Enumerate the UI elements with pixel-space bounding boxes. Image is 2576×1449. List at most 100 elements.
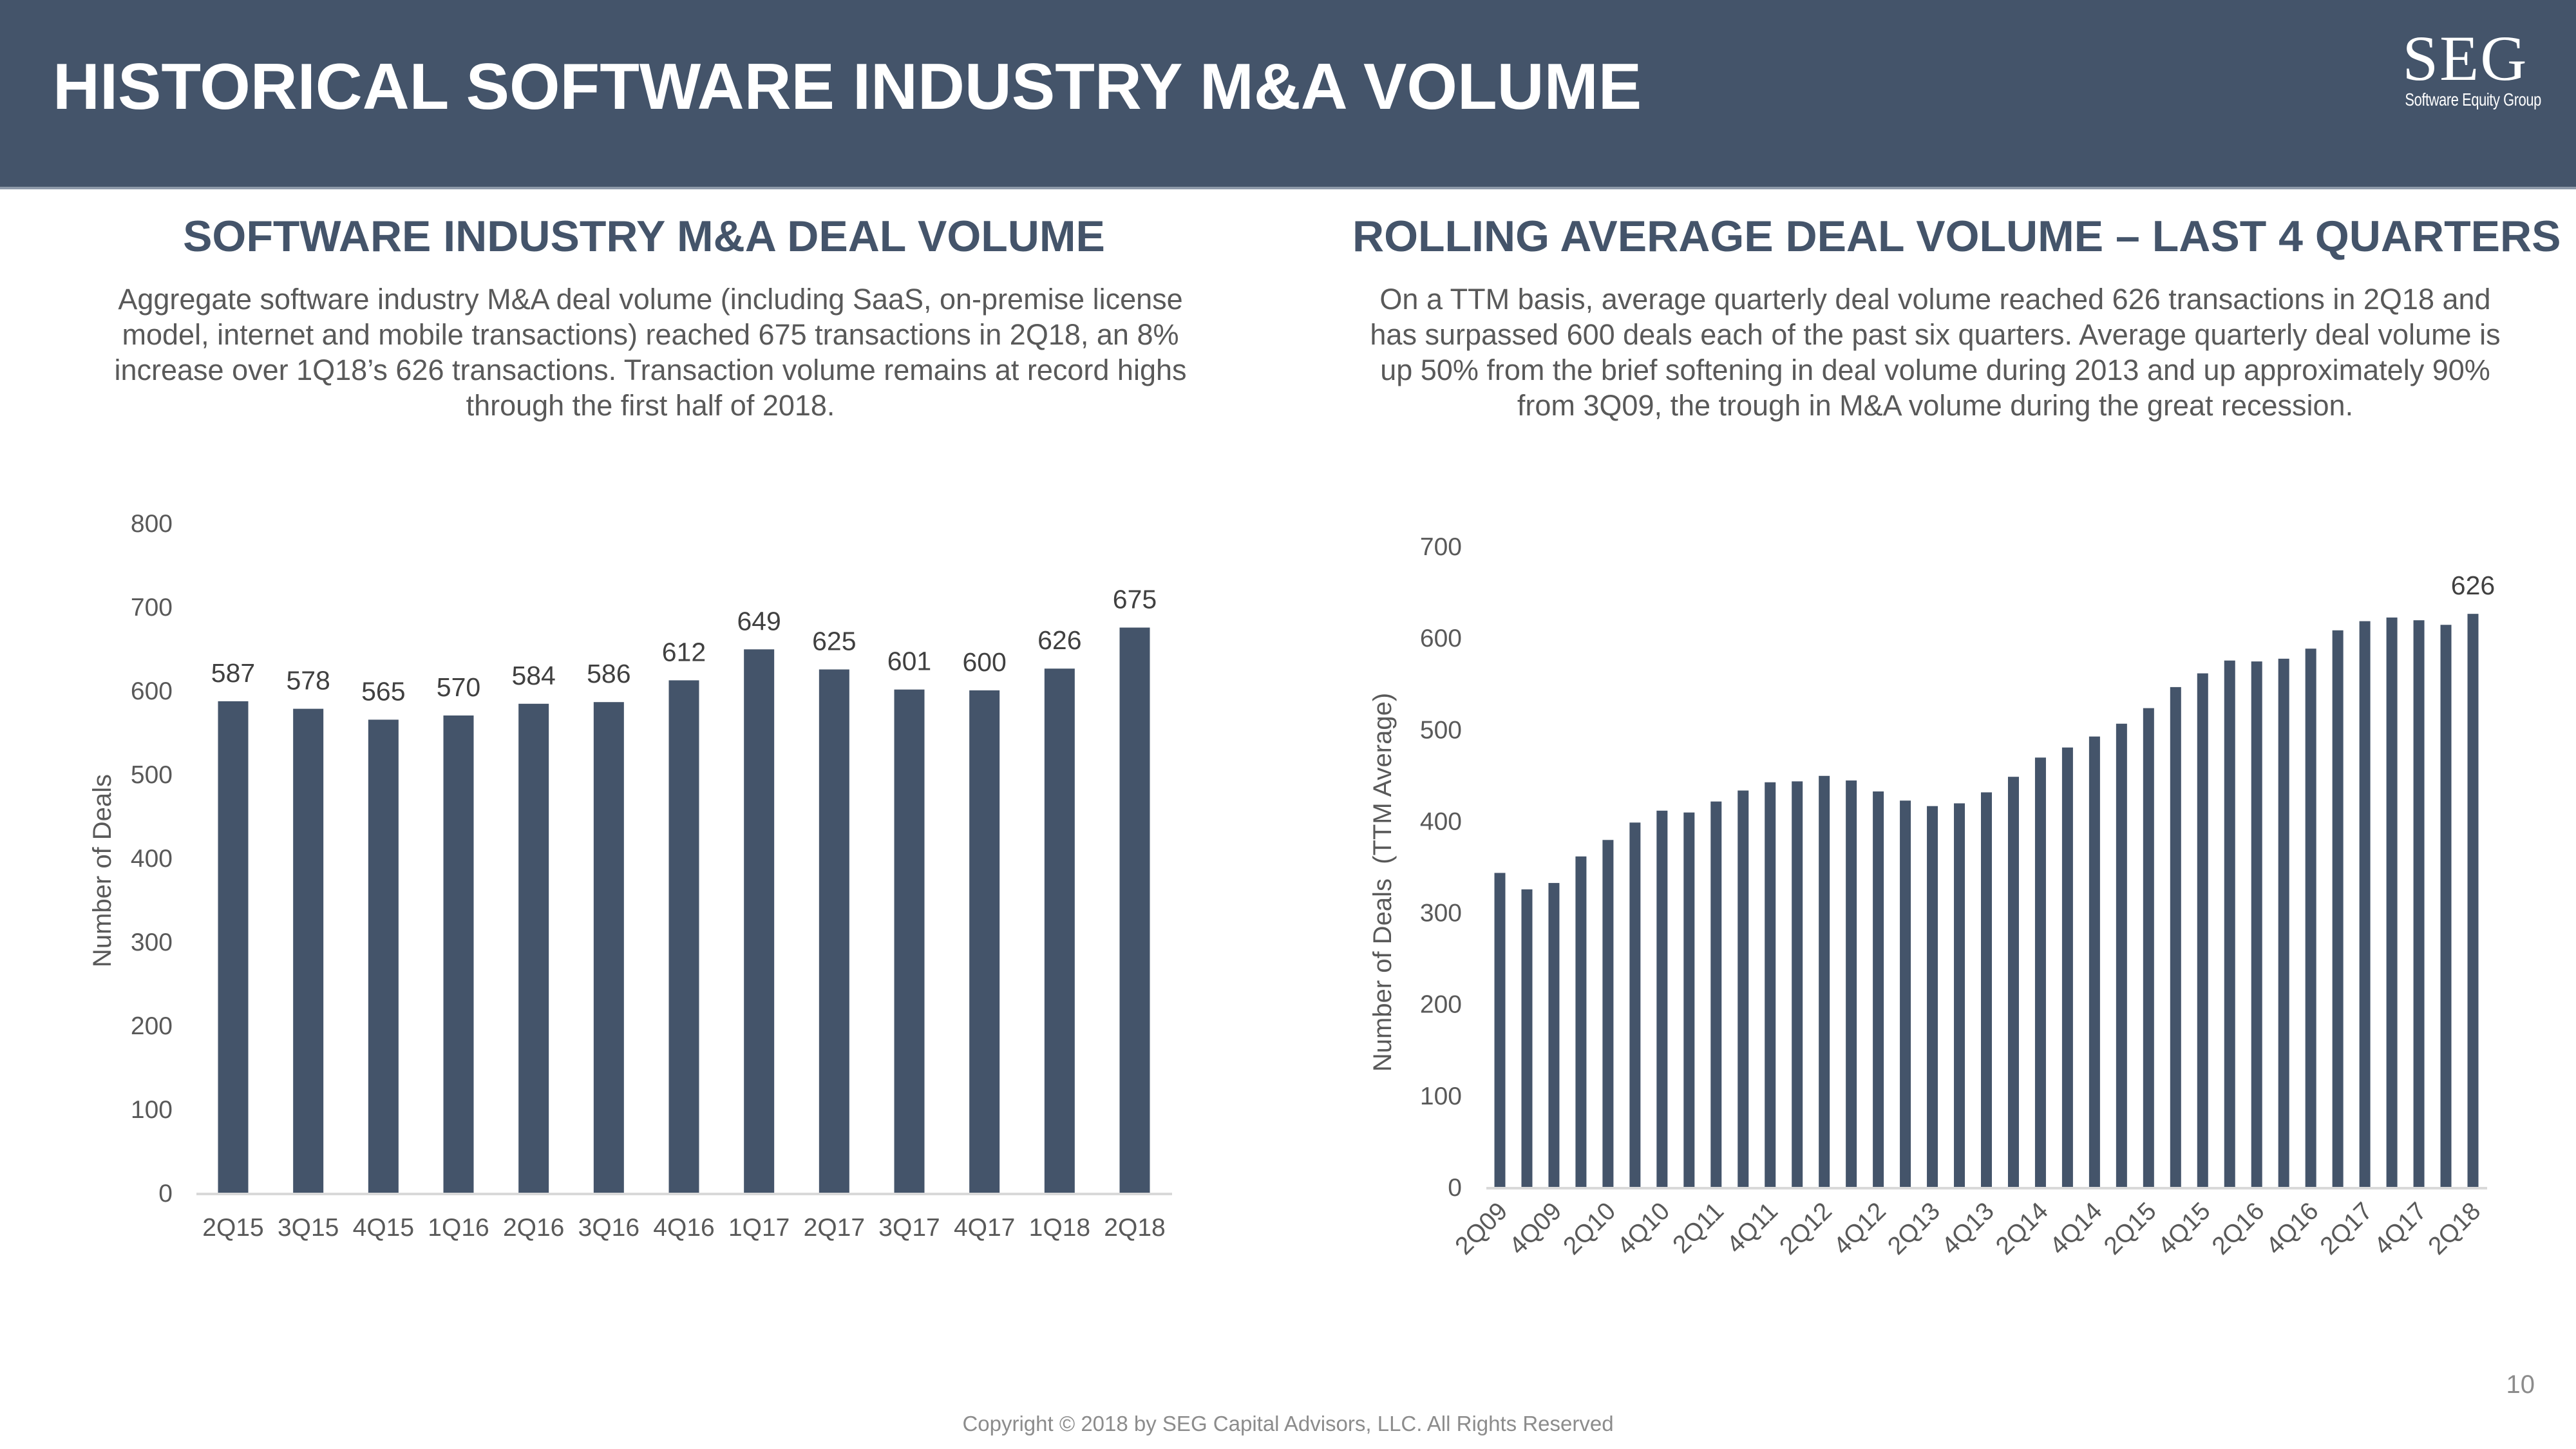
bar: [2143, 708, 2154, 1187]
y-tick-label: 200: [1420, 991, 1462, 1019]
logo-subtitle: Software Equity Group: [2405, 90, 2541, 109]
x-tick-label: 2Q18: [2423, 1197, 2486, 1260]
bar: [2197, 673, 2208, 1187]
y-tick-label: 600: [1420, 625, 1462, 652]
y-tick-label: 0: [1448, 1174, 1462, 1202]
x-tick-label: 3Q15: [278, 1214, 339, 1242]
data-label: 625: [812, 627, 856, 656]
x-tick-label: 4Q10: [1612, 1197, 1675, 1260]
bar: [2251, 661, 2262, 1187]
x-tick-label: 1Q17: [728, 1214, 790, 1242]
x-tick-label: 2Q14: [1991, 1197, 2054, 1260]
y-tick-label: 300: [131, 929, 173, 956]
bar: [1521, 889, 1533, 1187]
data-label: 626: [1037, 625, 1081, 655]
bar: [1765, 782, 1776, 1187]
page-title: HISTORICAL SOFTWARE INDUSTRY M&A VOLUME: [53, 51, 1642, 123]
y-tick-label: 400: [1420, 808, 1462, 835]
bar: [1548, 883, 1560, 1187]
bar: [1819, 775, 1830, 1187]
x-tick-label: 4Q12: [1828, 1197, 1891, 1260]
data-label: 649: [737, 606, 781, 636]
left-chart-title: SOFTWARE INDUSTRY M&A DEAL VOLUME: [183, 212, 1105, 261]
x-tick-label: 4Q17: [2369, 1197, 2432, 1260]
bar: [2278, 658, 2289, 1187]
x-tick-label: 4Q15: [2153, 1197, 2216, 1260]
bar: [293, 708, 324, 1193]
bar: [1119, 627, 1150, 1193]
data-label: 586: [587, 659, 630, 688]
bar: [894, 689, 925, 1193]
x-tick-label: 2Q09: [1450, 1197, 1513, 1260]
bar: [819, 669, 849, 1193]
y-tick-label: 400: [131, 845, 173, 873]
x-tick-label: 2Q17: [2315, 1197, 2378, 1260]
y-tick-label: 800: [131, 510, 173, 538]
page-number: 10: [2506, 1370, 2535, 1399]
x-tick-label: 1Q16: [428, 1214, 489, 1242]
x-tick-label: 2Q16: [503, 1214, 564, 1242]
bar: [2332, 630, 2344, 1187]
x-tick-label: 4Q15: [353, 1214, 414, 1242]
x-tick-label: 4Q14: [2045, 1197, 2108, 1260]
y-tick-label: 100: [1420, 1083, 1462, 1110]
y-tick-label: 300: [1420, 900, 1462, 927]
right-chart-title: ROLLING AVERAGE DEAL VOLUME – LAST 4 QUA…: [1352, 212, 2561, 261]
bar: [2386, 617, 2398, 1187]
copyright-footer: Copyright © 2018 by SEG Capital Advisors…: [962, 1412, 1614, 1435]
x-tick-label: 2Q16: [2207, 1197, 2270, 1260]
bar: [2440, 625, 2452, 1187]
x-tick-label: 1Q18: [1029, 1214, 1090, 1242]
data-label: 612: [662, 637, 706, 667]
bar: [2224, 660, 2235, 1187]
bar: [218, 701, 249, 1193]
x-tick-label: 3Q17: [878, 1214, 940, 1242]
y-tick-label: 700: [131, 594, 173, 621]
bar: [1792, 781, 1803, 1187]
bar: [2034, 757, 2046, 1187]
bar: [443, 715, 474, 1193]
x-tick-label: 2Q10: [1558, 1197, 1621, 1260]
x-tick-label: 2Q13: [1882, 1197, 1946, 1260]
bar: [2007, 777, 2019, 1187]
left-chart-description: Aggregate software industry M&A deal vol…: [114, 283, 1187, 422]
y-axis-title: Number of Deals (TTM Average): [1368, 693, 1397, 1072]
data-label: 578: [286, 666, 330, 696]
x-tick-label: 4Q13: [1937, 1197, 2000, 1260]
y-tick-label: 100: [131, 1096, 173, 1124]
data-label: 601: [887, 647, 931, 676]
y-tick-label: 500: [1420, 716, 1462, 744]
bar: [1873, 791, 1884, 1187]
header-bar: HISTORICAL SOFTWARE INDUSTRY M&A VOLUME …: [0, 0, 2576, 189]
x-tick-label: 3Q16: [578, 1214, 639, 1242]
bar: [969, 690, 1000, 1193]
bar: [1954, 803, 1965, 1187]
bar: [2061, 747, 2073, 1187]
y-tick-label: 0: [158, 1180, 173, 1208]
data-label: 675: [1113, 585, 1157, 614]
right-chart-description: On a TTM basis, average quarterly deal v…: [1370, 283, 2501, 422]
bar: [368, 719, 399, 1193]
bar: [744, 649, 775, 1193]
bar: [2305, 649, 2316, 1187]
bar: [1846, 780, 1857, 1187]
data-label: 587: [211, 658, 255, 688]
bar: [2467, 614, 2479, 1187]
x-tick-label: 4Q17: [954, 1214, 1015, 1242]
bar: [593, 702, 624, 1193]
x-tick-label: 2Q11: [1667, 1197, 1729, 1259]
y-tick-label: 700: [1420, 533, 1462, 561]
bar: [518, 703, 549, 1193]
data-label: 584: [511, 661, 555, 690]
y-tick-label: 200: [131, 1012, 173, 1040]
y-axis-title: Number of Deals: [88, 774, 117, 967]
x-tick-label: 4Q16: [653, 1214, 714, 1242]
data-label: 565: [361, 677, 405, 706]
bar: [2359, 621, 2371, 1187]
x-tick-label: 2Q12: [1774, 1197, 1837, 1260]
x-tick-label: 4Q11: [1721, 1197, 1783, 1259]
y-tick-label: 600: [131, 677, 173, 705]
bar: [1656, 810, 1668, 1187]
x-tick-label: 2Q18: [1104, 1214, 1165, 1242]
